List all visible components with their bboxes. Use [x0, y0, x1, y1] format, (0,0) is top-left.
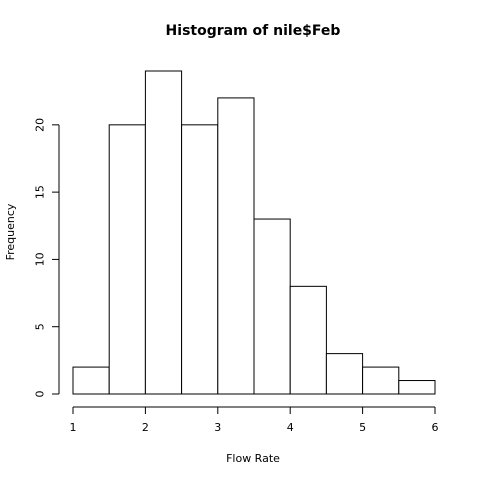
x-axis-label: Flow Rate	[226, 452, 280, 465]
histogram-bar-1	[72, 366, 110, 395]
x-tick-label-4: 4	[287, 421, 294, 434]
histogram-bar-3	[144, 70, 183, 395]
y-tick-label-20: 20	[34, 118, 47, 132]
y-axis-label: Frequency	[4, 203, 17, 260]
histogram-bar-8	[325, 353, 364, 395]
y-tick-label-15: 15	[34, 185, 47, 199]
x-tick-label-2: 2	[142, 421, 149, 434]
y-tick-label-0: 0	[34, 391, 47, 398]
bars-group	[72, 70, 436, 395]
histogram-bar-4	[181, 124, 219, 395]
y-axis: 0 5 10 15 20	[34, 118, 60, 398]
histogram-bar-2	[108, 124, 146, 395]
histogram-bar-5	[217, 97, 255, 395]
y-tick-label-10: 10	[34, 252, 47, 266]
histogram-bar-6	[253, 218, 291, 395]
x-tick-label-1: 1	[70, 421, 77, 434]
histogram-bar-10	[398, 380, 436, 395]
x-axis: 1 2 3 4 5 6	[70, 406, 439, 434]
y-tick-label-5: 5	[34, 323, 47, 330]
x-tick-label-6: 6	[432, 421, 439, 434]
x-tick-label-3: 3	[214, 421, 221, 434]
x-tick-label-5: 5	[359, 421, 366, 434]
histogram-bar-7	[289, 285, 327, 395]
chart-title: Histogram of nile$Feb	[166, 23, 341, 39]
histogram-bar-9	[362, 366, 400, 395]
